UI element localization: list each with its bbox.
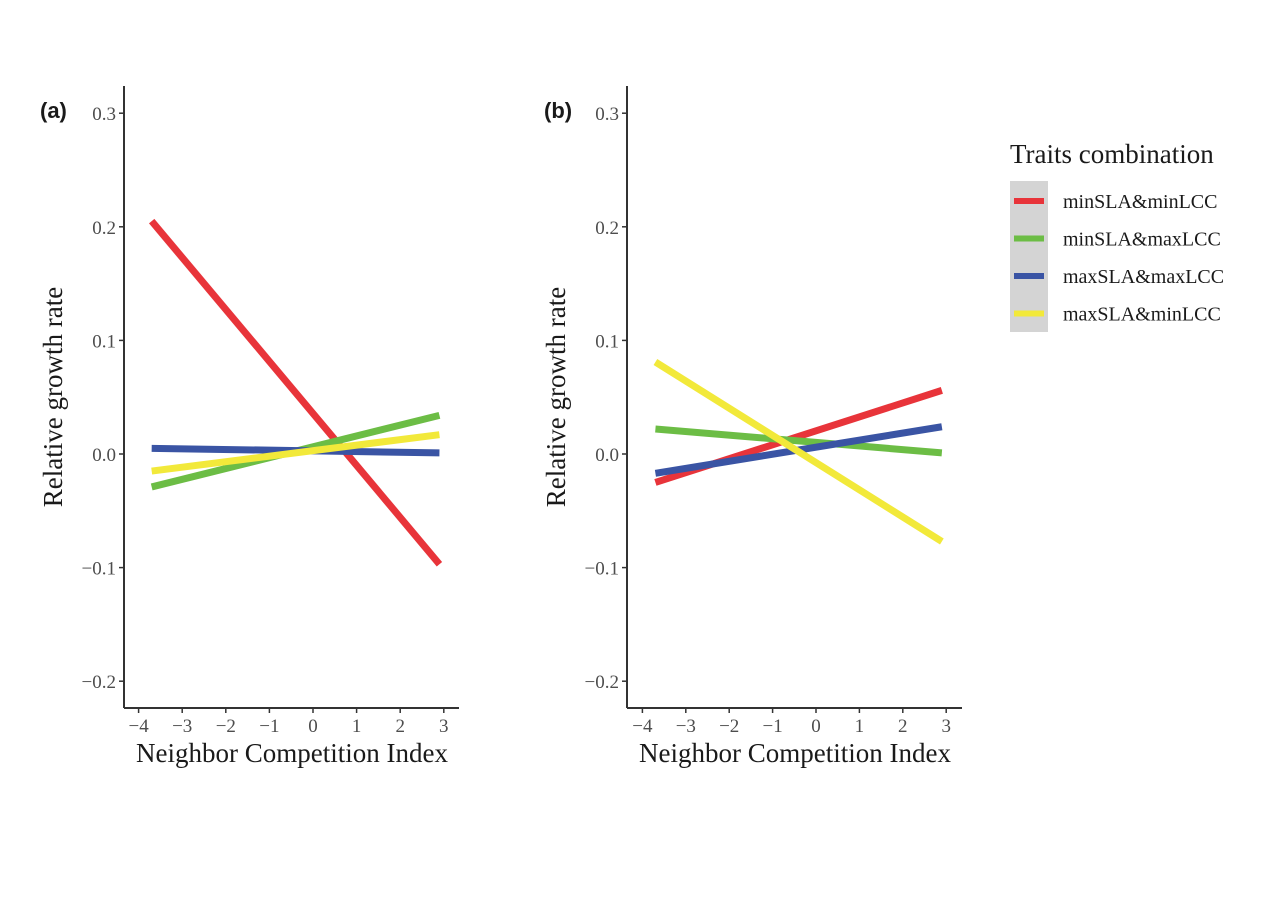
y-tick-label: −0.1 — [585, 559, 619, 580]
x-tick-label: −1 — [259, 716, 279, 737]
x-tick-label: 2 — [898, 716, 908, 737]
x-tick-label: −3 — [676, 716, 696, 737]
x-tick-label: −3 — [172, 716, 192, 737]
x-tick-label: −4 — [128, 716, 149, 737]
panel-b-x-axis-title: Neighbor Competition Index — [639, 738, 951, 768]
x-tick-label: −4 — [632, 716, 653, 737]
y-tick-label: −0.2 — [585, 672, 619, 693]
legend-key-background — [1010, 181, 1048, 332]
x-tick-label: 1 — [352, 716, 362, 737]
x-tick-label: −2 — [216, 716, 236, 737]
y-tick-label: 0.0 — [92, 445, 116, 466]
panel-a-line-maxsla-minlcc — [151, 431, 440, 475]
panel-a-line-minsla-minlcc — [148, 218, 443, 567]
panel-a-y-ticks: −0.2 −0.1 0.0 0.1 0.2 0.3 — [82, 104, 124, 693]
panel-b: (b) Relative growth rate Neighbor Compet… — [541, 86, 962, 768]
x-tick-label: 2 — [395, 716, 405, 737]
panel-b-lines — [653, 359, 944, 545]
y-tick-label: 0.3 — [595, 104, 619, 125]
panel-a-x-axis-title: Neighbor Competition Index — [136, 738, 448, 768]
legend-label: minSLA&maxLCC — [1063, 229, 1221, 251]
x-tick-label: 3 — [439, 716, 449, 737]
panel-a: (a) Relative growth rate Neighbor Compet… — [38, 86, 459, 768]
x-tick-label: 0 — [308, 716, 318, 737]
legend: Traits combination minSLA&minLCC minSLA&m… — [1010, 139, 1224, 332]
x-tick-label: 1 — [855, 716, 865, 737]
panel-b-y-axis-title: Relative growth rate — [541, 287, 571, 507]
y-tick-label: −0.1 — [82, 559, 116, 580]
legend-title: Traits combination — [1010, 139, 1214, 169]
y-tick-label: 0.2 — [595, 218, 619, 239]
y-tick-label: 0.1 — [595, 331, 619, 352]
panel-a-x-ticks: −4 −3 −2 −1 0 1 2 3 — [128, 708, 449, 737]
x-tick-label: 0 — [811, 716, 821, 737]
panel-b-line-minsla-maxlcc — [655, 425, 943, 457]
panel-b-y-ticks: −0.2 −0.1 0.0 0.1 0.2 0.3 — [585, 104, 627, 693]
panel-b-tag: (b) — [544, 98, 572, 123]
y-tick-label: 0.0 — [595, 445, 619, 466]
panel-a-tag: (a) — [40, 98, 67, 123]
y-tick-label: 0.1 — [92, 331, 116, 352]
panel-b-x-ticks: −4 −3 −2 −1 0 1 2 3 — [632, 708, 951, 737]
panel-a-lines — [148, 218, 443, 567]
legend-label: maxSLA&maxLCC — [1063, 266, 1224, 288]
panel-a-y-axis-title: Relative growth rate — [38, 287, 68, 507]
panel-b-line-maxsla-minlcc — [653, 359, 944, 545]
x-tick-label: −2 — [719, 716, 739, 737]
x-tick-label: 3 — [941, 716, 951, 737]
y-tick-label: 0.3 — [92, 104, 116, 125]
legend-label: maxSLA&minLCC — [1063, 304, 1221, 326]
x-tick-label: −1 — [762, 716, 782, 737]
y-tick-label: 0.2 — [92, 218, 116, 239]
legend-label: minSLA&minLCC — [1063, 191, 1217, 213]
y-tick-label: −0.2 — [82, 672, 116, 693]
